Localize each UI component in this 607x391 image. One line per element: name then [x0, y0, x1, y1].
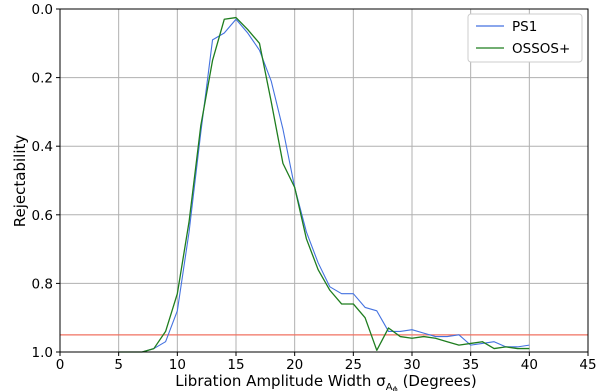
- y-axis-ticks: 0.0 0.2 0.4 0.6 0.8 1.0: [32, 2, 60, 361]
- x-axis-ticks: 0 5 10 15 20 25 30 35 40 45: [56, 352, 597, 373]
- x-tick-label: 35: [462, 357, 479, 373]
- x-tick-label: 25: [345, 357, 362, 373]
- y-tick-label: 0.6: [32, 208, 53, 224]
- x-axis-label-main: Libration Amplitude Width σ: [175, 372, 386, 390]
- y-tick-label: 0.4: [32, 139, 53, 155]
- x-tick-label: 15: [227, 357, 244, 373]
- x-tick-label: 45: [579, 357, 596, 373]
- x-axis-label: Libration Amplitude Width σAϕ (Degrees): [175, 372, 476, 391]
- x-tick-label: 40: [521, 357, 538, 373]
- series-lines: [118, 16, 530, 353]
- legend-label-ossos: OSSOS+: [512, 41, 570, 57]
- series-line-ps1: [118, 18, 530, 353]
- series-line-ossos: [118, 16, 530, 353]
- y-tick-label: 0.0: [32, 2, 53, 18]
- y-tick-label: 1.0: [32, 345, 53, 361]
- x-axis-label-subsub: ϕ: [393, 385, 398, 391]
- x-tick-label: 5: [114, 357, 123, 373]
- x-tick-label: 0: [56, 357, 65, 373]
- y-axis-label: Rejectability: [11, 135, 29, 228]
- x-axis-label-sub: A: [386, 382, 393, 391]
- x-tick-label: 30: [403, 357, 420, 373]
- plot-frame: [59, 8, 589, 353]
- legend-label-ps1: PS1: [512, 19, 537, 35]
- legend: PS1 OSSOS+: [467, 13, 583, 63]
- x-tick-label: 10: [169, 357, 186, 373]
- x-tick-label: 20: [286, 357, 303, 373]
- x-axis-label-suffix: (Degrees): [398, 372, 477, 390]
- y-tick-label: 0.8: [32, 276, 53, 292]
- y-tick-label: 0.2: [32, 71, 53, 87]
